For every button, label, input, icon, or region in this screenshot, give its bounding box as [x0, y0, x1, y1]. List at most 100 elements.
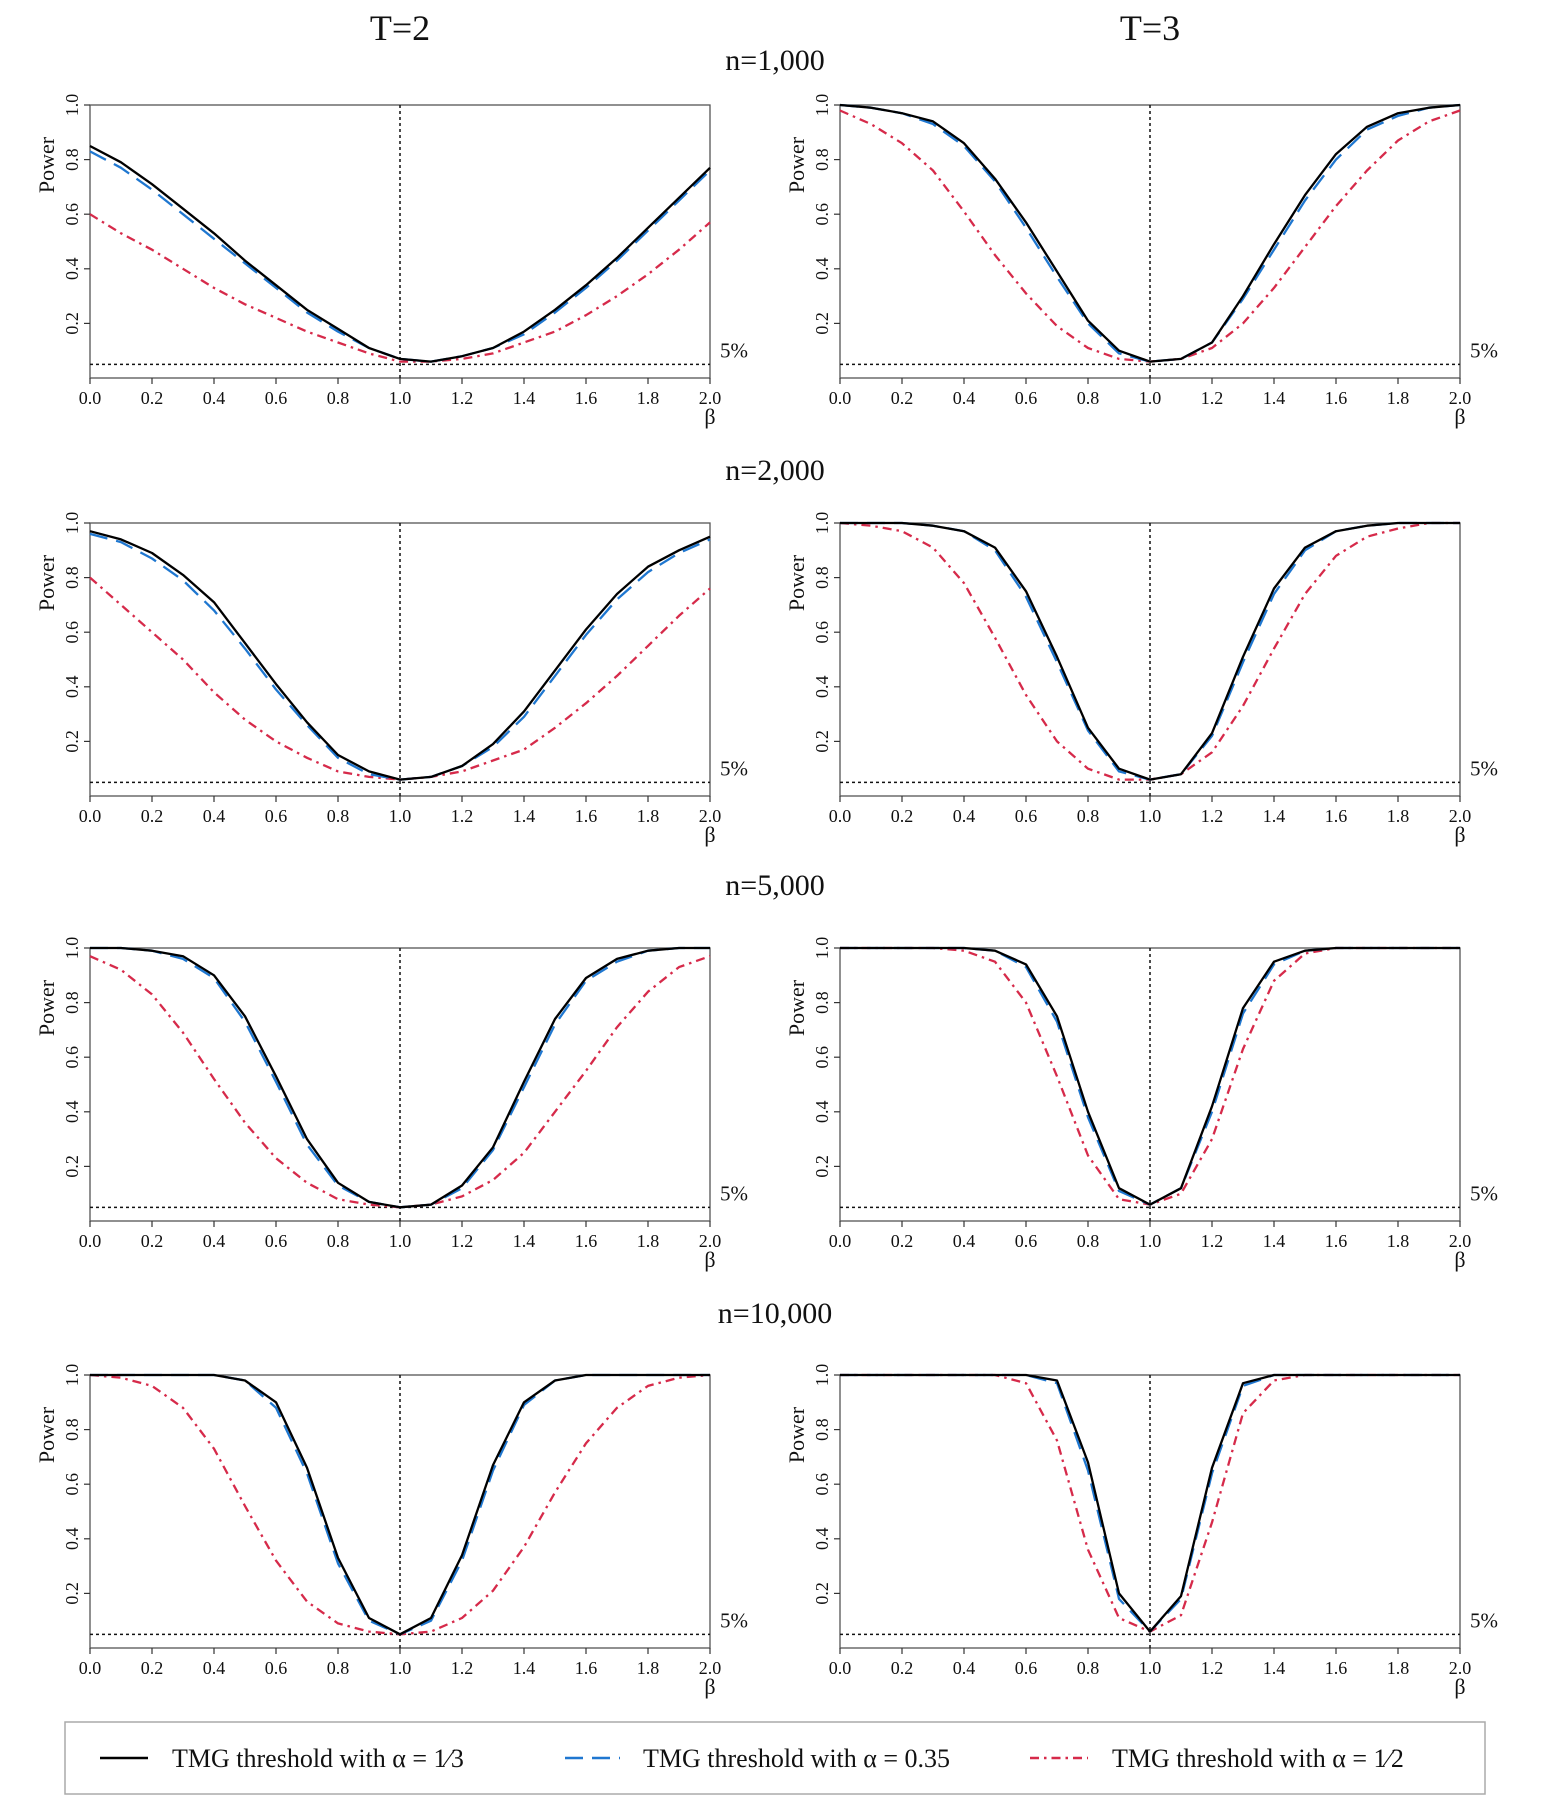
plot-frame	[89, 1374, 711, 1649]
x-tick-label: 0.8	[1077, 806, 1100, 826]
row-title-n5000: n=5,000	[725, 869, 824, 902]
series-line-alpha-035	[89, 150, 711, 363]
y-tick-label: 0.2	[62, 1155, 82, 1178]
x-tick-label: 1.8	[637, 1658, 660, 1678]
series-line-alpha-third	[840, 946, 1460, 1206]
reference-label-5-percent: 5%	[1470, 756, 1498, 780]
y-tick-label: 0.6	[812, 1046, 832, 1069]
x-tick-label: 2.0	[1449, 1658, 1472, 1678]
x-axis-label: β	[1454, 1247, 1465, 1272]
y-tick-label: 0.4	[812, 258, 832, 281]
series-line-alpha-third	[840, 1373, 1460, 1633]
y-tick-label: 0.4	[812, 1101, 832, 1124]
x-tick-label: 0.4	[953, 1658, 976, 1678]
x-tick-label: 0.2	[891, 1231, 914, 1251]
column-title-t2: T=2	[370, 8, 430, 48]
x-axis-label: β	[704, 404, 715, 429]
reference-label-5-percent: 5%	[1470, 1608, 1498, 1632]
panel-n5000-t2: 0.0 0.2 0.4 0.6 0.8 1.0 1.2 1.4 1.6 1.8 2.0 0.2 0.4 0…	[34, 937, 748, 1272]
column-title-t3: T=3	[1120, 8, 1180, 48]
panel-n5000-t3: 0.0 0.2 0.4 0.6 0.8 1.0 1.2 1.4 1.6 1.8 2.0 0.2 0.4 0…	[784, 937, 1498, 1272]
plot-frame	[89, 947, 711, 1222]
y-tick-label: 0.2	[62, 730, 82, 753]
y-tick-label: 0.4	[812, 1528, 832, 1551]
x-tick-label: 0.2	[891, 806, 914, 826]
x-tick-label: 0.2	[141, 806, 164, 826]
x-tick-label: 0.0	[79, 806, 102, 826]
x-tick-label: 1.4	[1263, 806, 1286, 826]
reference-label-5-percent: 5%	[720, 338, 748, 362]
reference-label-5-percent: 5%	[720, 1181, 748, 1205]
x-tick-label: 2.0	[699, 806, 722, 826]
y-tick-label: 1.0	[62, 1364, 82, 1387]
x-tick-label: 0.0	[79, 388, 102, 408]
reference-label-5-percent: 5%	[720, 756, 748, 780]
y-tick-label: 0.6	[62, 621, 82, 644]
x-tick-label: 0.0	[79, 1231, 102, 1251]
y-tick-label: 0.6	[62, 203, 82, 226]
y-tick-label: 0.8	[62, 566, 82, 589]
panel-n1000-t2: 0.0 0.2 0.4 0.6 0.8 1.0 1.2 1.4 1.6 1.8 2.0 0.2 0.4 0…	[34, 94, 748, 429]
x-tick-label: 1.6	[575, 1658, 598, 1678]
x-tick-label: 1.2	[1201, 806, 1224, 826]
x-tick-label: 0.4	[953, 806, 976, 826]
y-tick-label: 0.6	[62, 1473, 82, 1496]
panel-n1000-t3: 0.0 0.2 0.4 0.6 0.8 1.0 1.2 1.4 1.6 1.8 2.0 0.2 0.4 0…	[784, 94, 1498, 429]
x-axis-label: β	[1454, 1674, 1465, 1699]
x-tick-label: 0.0	[829, 388, 852, 408]
series-line-alpha-third	[90, 946, 710, 1209]
y-tick-label: 0.4	[62, 1101, 82, 1124]
plot-frame	[839, 1374, 1461, 1649]
y-tick-label: 0.6	[812, 1473, 832, 1496]
y-tick-label: 0.4	[62, 1528, 82, 1551]
y-tick-label: 0.8	[812, 1418, 832, 1441]
y-tick-label: 0.8	[62, 148, 82, 171]
y-tick-label: 1.0	[812, 937, 832, 960]
x-tick-label: 1.4	[513, 806, 536, 826]
y-tick-label: 0.8	[62, 1418, 82, 1441]
plot-frame	[839, 947, 1461, 1222]
y-tick-label: 0.2	[812, 1582, 832, 1605]
x-tick-label: 0.6	[265, 1658, 288, 1678]
y-tick-label: 0.8	[812, 148, 832, 171]
y-tick-label: 0.2	[812, 312, 832, 335]
series-line-alpha-half	[89, 213, 711, 363]
x-tick-label: 2.0	[1449, 1231, 1472, 1251]
x-tick-label: 1.8	[1387, 1231, 1410, 1251]
y-axis-label: Power	[784, 1406, 809, 1463]
x-tick-label: 1.6	[1325, 806, 1348, 826]
x-tick-label: 0.8	[327, 1231, 350, 1251]
y-tick-label: 0.4	[62, 676, 82, 699]
x-tick-label: 0.8	[1077, 1658, 1100, 1678]
y-tick-label: 0.2	[812, 730, 832, 753]
x-tick-label: 1.0	[389, 388, 412, 408]
x-tick-label: 2.0	[699, 1658, 722, 1678]
series-line-alpha-third	[90, 1373, 710, 1636]
legend-box	[64, 1721, 1486, 1795]
x-axis-label: β	[1454, 822, 1465, 847]
y-axis-label: Power	[34, 136, 59, 193]
x-tick-label: 1.0	[389, 1231, 412, 1251]
x-axis-label: β	[1454, 404, 1465, 429]
legend-label-alpha-035: TMG threshold with α = 0.35	[643, 1744, 950, 1773]
y-tick-label: 1.0	[812, 94, 832, 117]
x-tick-label: 0.6	[265, 388, 288, 408]
x-axis-label: β	[704, 1247, 715, 1272]
panel-n2000-t3: 0.0 0.2 0.4 0.6 0.8 1.0 1.2 1.4 1.6 1.8 2.0 0.2 0.4 0…	[784, 512, 1498, 847]
x-tick-label: 1.8	[637, 388, 660, 408]
series-line-alpha-third	[839, 103, 1461, 363]
x-tick-label: 1.4	[513, 1658, 536, 1678]
x-tick-label: 0.8	[1077, 388, 1100, 408]
x-tick-label: 0.8	[327, 388, 350, 408]
x-tick-label: 1.2	[1201, 1231, 1224, 1251]
y-axis-label: Power	[34, 979, 59, 1036]
y-axis-label: Power	[784, 136, 809, 193]
x-tick-label: 1.8	[1387, 1658, 1410, 1678]
x-tick-label: 0.2	[141, 1231, 164, 1251]
x-tick-label: 1.0	[1139, 1231, 1162, 1251]
y-tick-label: 1.0	[812, 512, 832, 535]
y-tick-label: 0.2	[62, 1582, 82, 1605]
series-line-alpha-third	[840, 521, 1460, 781]
x-tick-label: 1.6	[1325, 1231, 1348, 1251]
x-tick-label: 1.4	[513, 388, 536, 408]
